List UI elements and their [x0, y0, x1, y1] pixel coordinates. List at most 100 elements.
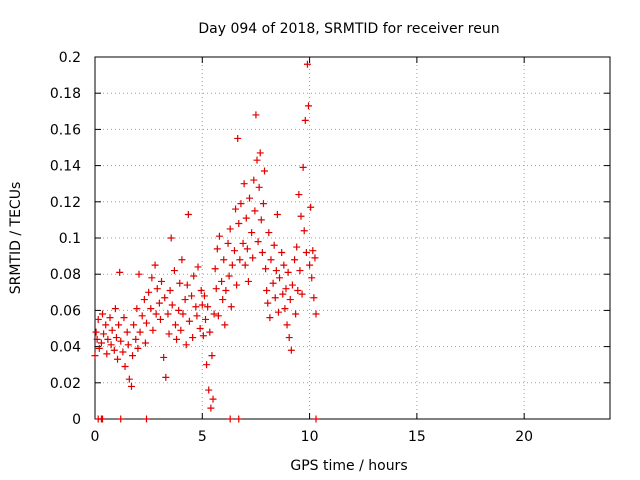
- data-point: [280, 261, 288, 269]
- data-point: [273, 210, 281, 218]
- data-point: [107, 341, 115, 349]
- y-tick-label: 0.18: [50, 86, 81, 102]
- y-tick-label: 0.06: [50, 303, 81, 319]
- data-point: [294, 286, 302, 294]
- data-point: [291, 256, 299, 264]
- data-point: [193, 312, 201, 320]
- data-point: [270, 241, 278, 249]
- data-point: [108, 326, 116, 334]
- data-point: [147, 305, 155, 313]
- data-point: [106, 314, 114, 322]
- data-point: [254, 238, 262, 246]
- data-point: [283, 321, 291, 329]
- data-point: [176, 279, 184, 287]
- data-point: [205, 386, 213, 394]
- data-point: [175, 306, 183, 314]
- data-point: [293, 243, 301, 251]
- data-point: [251, 207, 259, 215]
- data-point: [235, 220, 243, 228]
- y-axis-label: SRMTID / TECUs: [8, 182, 24, 295]
- data-point: [309, 247, 317, 255]
- data-point: [194, 263, 202, 271]
- axis-ticks: [94, 56, 610, 420]
- data-point: [130, 321, 138, 329]
- data-point: [170, 267, 178, 275]
- data-point: [134, 344, 142, 352]
- data-point: [311, 254, 319, 262]
- data-point: [213, 245, 221, 253]
- data-point: [240, 180, 248, 188]
- data-point: [307, 203, 315, 211]
- data-point: [100, 330, 108, 338]
- data-point: [282, 285, 290, 293]
- data-point: [299, 163, 307, 171]
- data-point: [190, 272, 198, 280]
- x-tick-label: 5: [198, 429, 207, 445]
- data-point: [301, 116, 309, 124]
- data-point: [211, 265, 219, 273]
- data-point: [224, 239, 232, 247]
- y-tick-label: 0.16: [50, 122, 81, 138]
- data-point: [244, 277, 252, 285]
- data-point: [263, 286, 271, 294]
- data-point: [138, 312, 146, 320]
- data-point: [222, 286, 230, 294]
- x-tick-label: 20: [515, 429, 533, 445]
- data-point: [242, 214, 250, 222]
- data-point: [298, 290, 306, 298]
- data-point: [236, 256, 244, 264]
- data-point: [312, 415, 320, 423]
- data-point: [145, 288, 153, 296]
- data-points: [91, 60, 320, 423]
- data-point: [312, 310, 320, 318]
- data-point: [266, 314, 274, 322]
- data-point: [192, 303, 200, 311]
- data-point: [133, 305, 141, 313]
- data-point: [288, 281, 296, 289]
- data-point: [286, 296, 294, 304]
- data-point: [125, 375, 133, 383]
- data-point: [140, 296, 148, 304]
- data-point: [232, 205, 240, 213]
- data-point: [261, 167, 269, 175]
- data-point: [252, 111, 260, 119]
- data-point: [160, 353, 168, 361]
- data-point: [156, 315, 164, 323]
- data-point: [265, 229, 273, 237]
- data-point: [276, 274, 284, 282]
- data-point: [300, 227, 308, 235]
- data-point: [94, 315, 102, 323]
- x-tick-label: 0: [91, 429, 100, 445]
- data-point: [141, 339, 149, 347]
- data-point: [243, 245, 251, 253]
- data-point: [248, 229, 256, 237]
- data-point: [99, 310, 107, 318]
- data-point: [92, 328, 100, 336]
- data-point: [221, 321, 229, 329]
- data-point: [198, 301, 206, 309]
- data-point: [155, 299, 163, 307]
- data-point: [308, 274, 316, 282]
- data-point: [167, 234, 175, 242]
- data-point: [296, 267, 304, 275]
- data-point: [241, 261, 249, 269]
- data-point: [284, 268, 292, 276]
- data-point: [235, 415, 243, 423]
- data-point: [258, 248, 266, 256]
- data-point: [168, 301, 176, 309]
- data-point: [234, 134, 242, 142]
- data-point: [153, 285, 161, 293]
- y-tick-label: 0.08: [50, 267, 81, 283]
- data-point: [218, 277, 226, 285]
- data-point: [152, 310, 160, 318]
- data-point: [179, 310, 187, 318]
- data-point: [246, 194, 253, 202]
- data-point: [117, 337, 125, 345]
- data-point: [239, 239, 247, 247]
- data-point: [214, 312, 222, 320]
- data-point: [269, 279, 277, 287]
- data-point: [177, 326, 185, 334]
- data-point: [184, 210, 192, 218]
- data-point: [196, 325, 204, 332]
- data-point: [257, 216, 265, 224]
